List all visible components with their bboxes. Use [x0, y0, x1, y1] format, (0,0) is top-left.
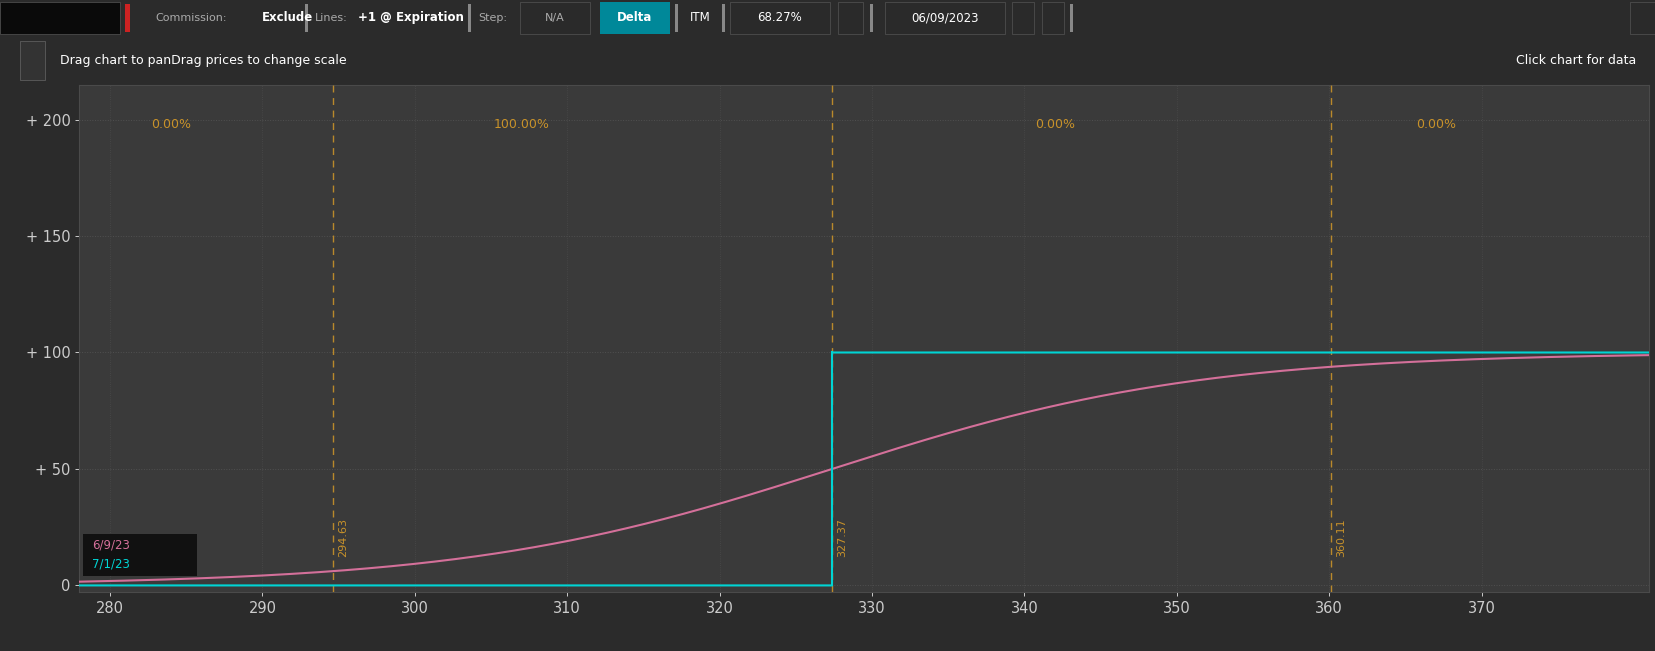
Bar: [675, 4, 677, 33]
Text: Lines:: Lines:: [314, 13, 348, 23]
Bar: [520, 2, 589, 34]
Bar: [599, 2, 670, 34]
Text: 327.37: 327.37: [837, 518, 847, 557]
Bar: [1629, 2, 1655, 34]
Text: Step:: Step:: [478, 13, 506, 23]
Bar: [1041, 2, 1064, 34]
Bar: [83, 534, 197, 576]
Bar: [305, 4, 308, 33]
Text: Delta: Delta: [617, 12, 652, 24]
Bar: [1069, 4, 1072, 33]
Text: 6/9/23: 6/9/23: [91, 539, 129, 552]
Text: +1 @ Expiration: +1 @ Expiration: [357, 12, 463, 24]
Bar: [1011, 2, 1033, 34]
Text: 0.00%: 0.00%: [151, 118, 190, 132]
Text: 0.00%: 0.00%: [1415, 118, 1455, 132]
Text: 360.11: 360.11: [1336, 519, 1346, 557]
Text: 294.63: 294.63: [338, 518, 348, 557]
Bar: [468, 4, 470, 33]
Text: Drag chart to panDrag prices to change scale: Drag chart to panDrag prices to change s…: [60, 54, 346, 66]
Bar: [730, 2, 829, 34]
Text: Click chart for data: Click chart for data: [1514, 54, 1635, 66]
Bar: [884, 2, 1005, 34]
Bar: [124, 4, 131, 33]
Bar: [20, 40, 45, 79]
Text: 7/1/23: 7/1/23: [91, 557, 129, 570]
Bar: [869, 4, 872, 33]
Text: N/A: N/A: [544, 13, 564, 23]
Bar: [0, 2, 119, 34]
Text: 68.27%: 68.27%: [758, 12, 803, 24]
Text: Commission:: Commission:: [156, 13, 227, 23]
Text: ITM: ITM: [690, 12, 710, 24]
Bar: [837, 2, 862, 34]
Text: 06/09/2023: 06/09/2023: [910, 12, 978, 24]
Bar: [722, 4, 725, 33]
Text: 100.00%: 100.00%: [493, 118, 549, 132]
Text: Exclude: Exclude: [261, 12, 313, 24]
Text: 0.00%: 0.00%: [1034, 118, 1074, 132]
